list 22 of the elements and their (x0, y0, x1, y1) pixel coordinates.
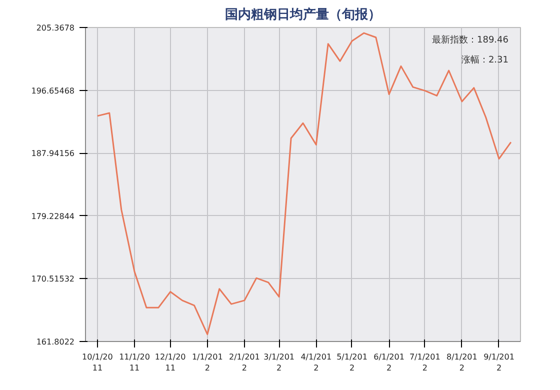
y-tick-label: 161.8022 (36, 338, 74, 346)
annotation: 涨幅：2.31 (461, 54, 509, 66)
y-tick-label: 187.94156 (31, 149, 75, 158)
x-tick-label: 6/1/201 2 (374, 352, 404, 372)
x-tick-label: 12/1/20 11 (154, 352, 186, 372)
y-tick-label: 179.22844 (31, 212, 75, 221)
x-tick-label: 11/1/20 11 (119, 352, 150, 372)
x-tick-label: 7/1/201 2 (409, 352, 440, 372)
y-tick-label: 205.3678 (36, 24, 74, 32)
line-series (96, 32, 512, 336)
x-tick-label: 1/1/201 2 (192, 352, 223, 372)
x-tick-label: 3/1/201 2 (264, 352, 295, 372)
x-tick-label: 2/1/201 2 (229, 352, 260, 372)
x-tick-label: 4/1/201 2 (300, 352, 332, 372)
y-tick-label: 170.51532 (31, 274, 75, 284)
y-tick-label: 196.65468 (31, 86, 75, 96)
x-tick-label: 5/1/201 2 (336, 352, 368, 372)
x-tick-label: 9/1/201 2 (484, 352, 514, 372)
annotation: 最新指数：189.46 (432, 34, 509, 46)
chart-title: 国内粗钢日均产量（旬报） (225, 6, 381, 22)
x-tick-label: 8/1/201 2 (446, 352, 478, 372)
x-tick-label: 10/1/20 11 (82, 352, 113, 372)
